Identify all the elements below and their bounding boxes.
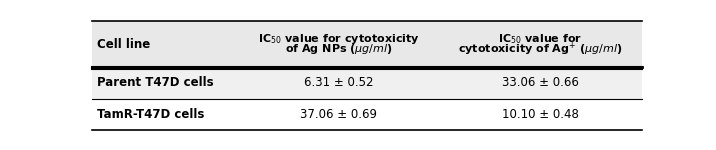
Text: Cell line: Cell line	[97, 38, 150, 51]
Bar	[92, 67, 238, 99]
Bar	[440, 21, 642, 67]
Text: 33.06 ± 0.66: 33.06 ± 0.66	[502, 76, 579, 89]
Text: 6.31 ± 0.52: 6.31 ± 0.52	[304, 76, 374, 89]
Text: of Ag NPs ($\mathit{\mu g/ml}$): of Ag NPs ($\mathit{\mu g/ml}$)	[285, 42, 392, 56]
Bar	[440, 67, 642, 99]
Bar	[238, 99, 440, 130]
Bar	[238, 67, 440, 99]
Text: cytotoxicity of Ag$^{+}$ ($\mathit{\mu g/ml}$): cytotoxicity of Ag$^{+}$ ($\mathit{\mu g…	[458, 41, 623, 58]
Text: IC$_{50}$ value for: IC$_{50}$ value for	[498, 32, 583, 46]
Text: TamR-T47D cells: TamR-T47D cells	[97, 108, 204, 121]
Text: 10.10 ± 0.48: 10.10 ± 0.48	[502, 108, 579, 121]
Text: IC$_{50}$ value for cytotoxicity: IC$_{50}$ value for cytotoxicity	[258, 32, 420, 46]
Text: Parent T47D cells: Parent T47D cells	[97, 76, 213, 89]
Bar	[440, 99, 642, 130]
Bar	[92, 99, 238, 130]
Bar	[238, 21, 440, 67]
Text: 37.06 ± 0.69: 37.06 ± 0.69	[300, 108, 377, 121]
Bar	[92, 21, 238, 67]
